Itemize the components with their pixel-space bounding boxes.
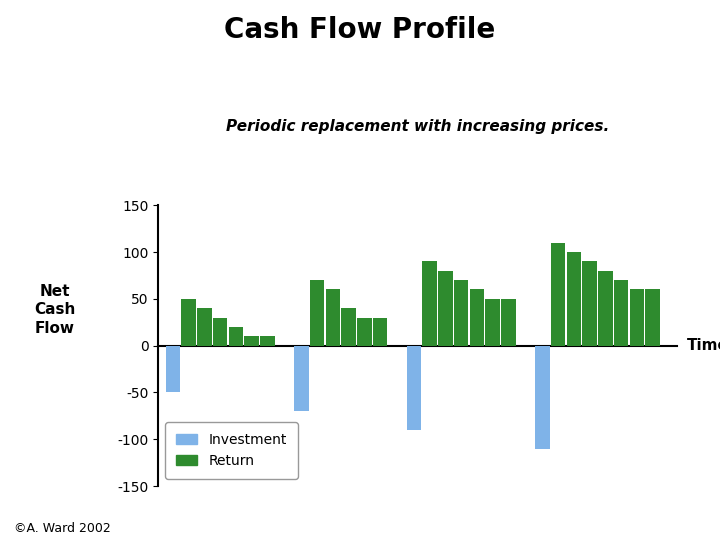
Text: Cash Flow Profile: Cash Flow Profile — [225, 16, 495, 44]
Bar — [614, 280, 629, 346]
Bar — [501, 299, 516, 346]
Bar — [407, 346, 421, 430]
Text: Periodic replacement with increasing prices.: Periodic replacement with increasing pri… — [226, 119, 609, 134]
Bar — [325, 289, 340, 346]
Bar — [373, 318, 387, 346]
Bar — [485, 299, 500, 346]
Bar — [567, 252, 581, 346]
Bar — [454, 280, 469, 346]
Bar — [535, 346, 549, 449]
Bar — [310, 280, 324, 346]
Bar — [294, 346, 309, 411]
Bar — [582, 261, 597, 346]
Bar — [229, 327, 243, 346]
Text: Time: Time — [687, 338, 720, 353]
Text: Net
Cash
Flow: Net Cash Flow — [34, 284, 76, 336]
Bar — [244, 336, 259, 346]
Bar — [260, 336, 274, 346]
Bar — [341, 308, 356, 346]
Bar — [181, 299, 196, 346]
Text: ©A. Ward 2002: ©A. Ward 2002 — [14, 522, 111, 535]
Bar — [166, 346, 180, 393]
Bar — [438, 271, 453, 346]
Bar — [645, 289, 660, 346]
Bar — [213, 318, 228, 346]
Bar — [357, 318, 372, 346]
Bar — [423, 261, 437, 346]
Legend: Investment, Return: Investment, Return — [166, 422, 298, 479]
Bar — [598, 271, 613, 346]
Bar — [469, 289, 485, 346]
Bar — [629, 289, 644, 346]
Bar — [197, 308, 212, 346]
Bar — [551, 242, 565, 346]
